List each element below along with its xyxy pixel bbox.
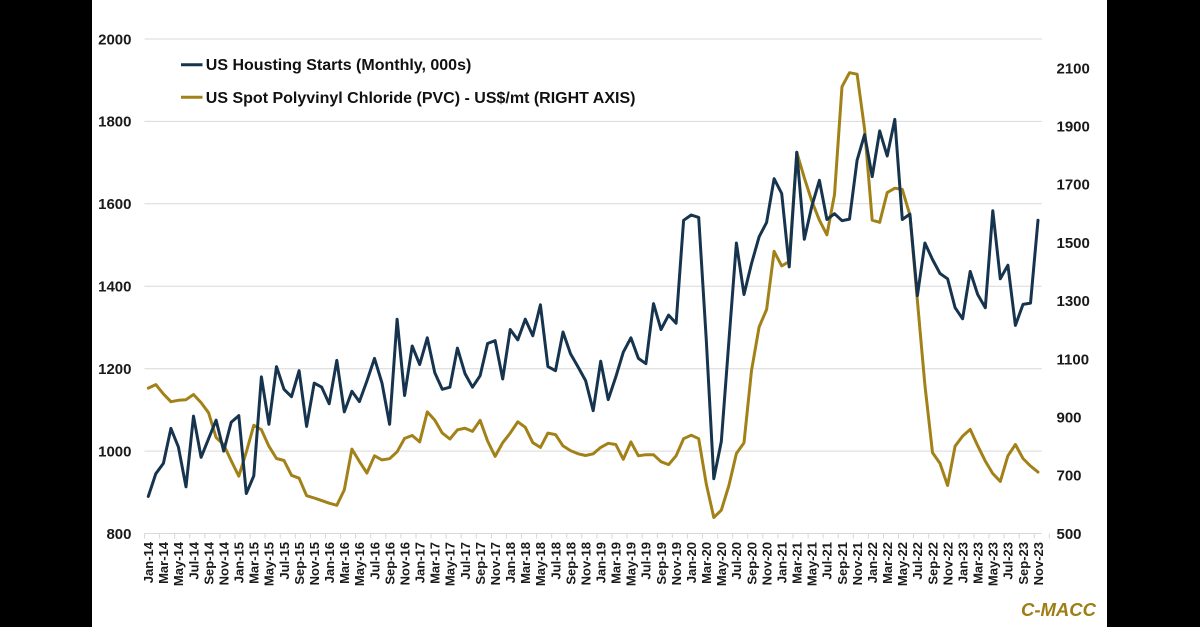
svg-text:May-20: May-20 (714, 542, 729, 586)
svg-text:1100: 1100 (1057, 351, 1090, 368)
svg-text:US Housting Starts (Monthly, 0: US Housting Starts (Monthly, 000s) (206, 57, 472, 74)
svg-text:Nov-22: Nov-22 (940, 542, 955, 585)
svg-text:800: 800 (106, 526, 131, 543)
svg-text:Nov-18: Nov-18 (578, 542, 593, 585)
svg-text:500: 500 (1057, 526, 1082, 543)
svg-text:Jul-18: Jul-18 (548, 542, 563, 580)
svg-text:Jan-21: Jan-21 (775, 542, 790, 583)
svg-text:Sep-21: Sep-21 (835, 542, 850, 585)
svg-text:Jul-23: Jul-23 (1001, 542, 1016, 580)
svg-text:2000: 2000 (98, 31, 131, 48)
svg-text:Jul-19: Jul-19 (639, 542, 654, 580)
svg-text:Jan-23: Jan-23 (955, 542, 970, 583)
svg-text:Sep-16: Sep-16 (382, 542, 397, 585)
svg-text:Jan-18: Jan-18 (503, 542, 518, 583)
svg-text:Sep-17: Sep-17 (473, 542, 488, 585)
svg-text:Sep-18: Sep-18 (563, 542, 578, 585)
svg-text:Mar-20: Mar-20 (699, 542, 714, 584)
svg-text:1300: 1300 (1057, 293, 1090, 310)
svg-text:Sep-19: Sep-19 (654, 542, 669, 585)
svg-text:Mar-21: Mar-21 (790, 542, 805, 584)
svg-text:May-17: May-17 (443, 542, 458, 586)
svg-text:C-MACC: C-MACC (1021, 599, 1097, 620)
svg-text:Jan-19: Jan-19 (594, 542, 609, 583)
svg-text:Nov-21: Nov-21 (850, 542, 865, 585)
svg-text:1000: 1000 (98, 443, 131, 460)
svg-text:1900: 1900 (1057, 119, 1090, 136)
svg-text:Jul-20: Jul-20 (729, 542, 744, 580)
svg-text:May-16: May-16 (352, 542, 367, 586)
svg-text:Jul-16: Jul-16 (367, 542, 382, 580)
svg-text:May-23: May-23 (986, 542, 1001, 586)
svg-text:700: 700 (1057, 468, 1082, 485)
svg-text:Mar-23: Mar-23 (971, 542, 986, 584)
svg-text:Sep-20: Sep-20 (744, 542, 759, 585)
svg-text:Nov-17: Nov-17 (488, 542, 503, 585)
svg-text:Nov-20: Nov-20 (759, 542, 774, 585)
svg-text:May-21: May-21 (805, 542, 820, 586)
svg-text:US Spot Polyvinyl Chloride (PV: US Spot Polyvinyl Chloride (PVC) - US$/m… (206, 90, 636, 107)
svg-text:Sep-15: Sep-15 (292, 542, 307, 585)
svg-text:Nov-16: Nov-16 (397, 542, 412, 585)
svg-text:Sep-14: Sep-14 (201, 541, 216, 584)
svg-text:Jul-14: Jul-14 (186, 541, 201, 579)
svg-text:May-14: May-14 (171, 541, 186, 586)
svg-text:1200: 1200 (98, 361, 131, 378)
svg-text:Jan-20: Jan-20 (684, 542, 699, 583)
svg-text:Jul-22: Jul-22 (910, 542, 925, 580)
svg-text:1600: 1600 (98, 196, 131, 213)
svg-text:May-22: May-22 (895, 542, 910, 586)
svg-text:2100: 2100 (1057, 60, 1090, 77)
svg-text:1400: 1400 (98, 279, 131, 296)
svg-text:Jan-17: Jan-17 (413, 542, 428, 583)
svg-text:Nov-14: Nov-14 (217, 541, 232, 585)
svg-text:Nov-15: Nov-15 (307, 542, 322, 585)
svg-text:May-19: May-19 (624, 542, 639, 586)
svg-text:Sep-23: Sep-23 (1016, 542, 1031, 585)
svg-text:Mar-17: Mar-17 (428, 542, 443, 584)
svg-text:Jul-21: Jul-21 (820, 542, 835, 580)
svg-text:Jan-15: Jan-15 (232, 542, 247, 583)
svg-text:Jan-14: Jan-14 (141, 541, 156, 583)
svg-text:900: 900 (1057, 409, 1082, 426)
svg-text:1800: 1800 (98, 114, 131, 131)
svg-text:1700: 1700 (1057, 177, 1090, 194)
svg-text:Jul-17: Jul-17 (458, 542, 473, 580)
svg-text:Nov-19: Nov-19 (669, 542, 684, 585)
svg-text:Mar-14: Mar-14 (156, 541, 171, 584)
svg-text:Jan-22: Jan-22 (865, 542, 880, 583)
svg-text:Jul-15: Jul-15 (277, 542, 292, 580)
svg-text:Mar-18: Mar-18 (518, 542, 533, 584)
svg-text:Mar-22: Mar-22 (880, 542, 895, 584)
svg-text:1500: 1500 (1057, 235, 1090, 252)
svg-text:Jan-16: Jan-16 (322, 542, 337, 583)
svg-text:Sep-22: Sep-22 (925, 542, 940, 585)
svg-text:Mar-16: Mar-16 (337, 542, 352, 584)
svg-text:Mar-15: Mar-15 (247, 542, 262, 584)
svg-text:May-15: May-15 (262, 542, 277, 586)
svg-text:May-18: May-18 (533, 542, 548, 586)
svg-text:Mar-19: Mar-19 (609, 542, 624, 584)
svg-text:Nov-23: Nov-23 (1031, 542, 1046, 585)
